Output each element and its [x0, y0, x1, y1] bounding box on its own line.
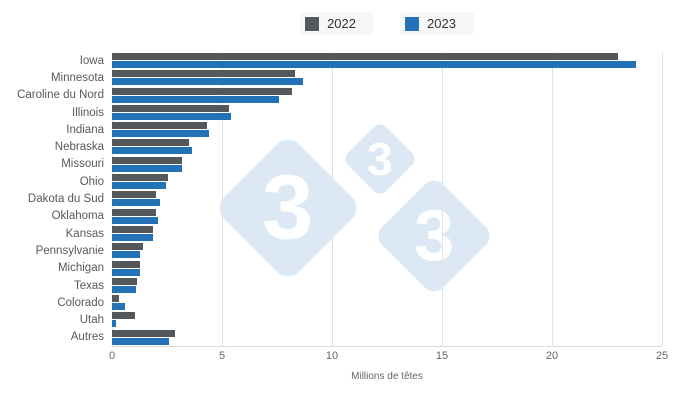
- bar-2023-dakota-du-sud: [112, 199, 161, 207]
- bar-row: [112, 277, 662, 294]
- bar-row: [112, 104, 662, 121]
- x-tick-label: 10: [325, 350, 339, 362]
- bar-2022-caroline-du-nord: [112, 87, 293, 95]
- gridline: [222, 52, 223, 346]
- gridline: [552, 52, 553, 346]
- bar-row: [112, 69, 662, 86]
- category-label: Michigan: [57, 262, 104, 275]
- bar-row: [112, 87, 662, 104]
- category-label: Pennsylvanie: [35, 244, 104, 257]
- bar-2023-indiana: [112, 130, 209, 138]
- bar-2022-dakota-du-sud: [112, 191, 156, 199]
- category-label: Texas: [73, 279, 104, 292]
- x-tick-label: 20: [545, 350, 559, 362]
- bar-2023-oklahoma: [112, 216, 159, 224]
- bar-2022-texas: [112, 277, 138, 285]
- plot-area: [112, 52, 663, 347]
- bar-row: [112, 121, 662, 138]
- bar-2023-colorado: [112, 303, 126, 311]
- category-label: Ohio: [79, 175, 104, 188]
- bar-row: [112, 156, 662, 173]
- bar-row: [112, 208, 662, 225]
- bar-2023-missouri: [112, 164, 183, 172]
- gridline: [112, 52, 113, 346]
- bar-2023-ohio: [112, 182, 166, 190]
- bar-row: [112, 52, 662, 69]
- bar-row: [112, 294, 662, 311]
- gridline: [662, 52, 663, 346]
- bar-2023-illinois: [112, 112, 231, 120]
- bar-row: [112, 138, 662, 155]
- bar-row: [112, 311, 662, 328]
- bar-2022-colorado: [112, 295, 119, 303]
- bar-2023-caroline-du-nord: [112, 95, 280, 103]
- bar-2022-utah: [112, 312, 136, 320]
- category-label: Missouri: [61, 158, 104, 171]
- gridline: [332, 52, 333, 346]
- x-tick-label: 0: [108, 350, 116, 362]
- bar-2022-illinois: [112, 104, 229, 112]
- bar-2022-indiana: [112, 122, 207, 130]
- category-label: Utah: [79, 314, 104, 327]
- bar-2023-kansas: [112, 233, 153, 241]
- bar-row: [112, 260, 662, 277]
- x-tick-label: 15: [435, 350, 449, 362]
- category-label: Minnesota: [50, 71, 104, 84]
- chart-legend: 2022 2023: [112, 12, 662, 35]
- category-axis: Iowa Minnesota Caroline du Nord Illinois Ind…: [0, 52, 104, 346]
- bar-2023-iowa: [112, 61, 636, 68]
- bar-row: [112, 242, 662, 259]
- legend-swatch-2023: [405, 16, 419, 31]
- category-label: Kansas: [65, 227, 104, 240]
- category-label: Indiana: [66, 123, 104, 136]
- legend-label-2023: 2023: [427, 16, 456, 31]
- bar-2022-kansas: [112, 225, 153, 233]
- category-label: Autres: [70, 331, 104, 344]
- bar-2022-missouri: [112, 156, 183, 164]
- category-label: Oklahoma: [51, 210, 104, 223]
- category-label: Dakota du Sud: [27, 193, 104, 206]
- x-tick-label: 25: [655, 350, 669, 362]
- category-label: Caroline du Nord: [17, 89, 104, 102]
- category-label: Nebraska: [54, 141, 104, 154]
- gridline: [442, 52, 443, 346]
- category-label: Iowa: [79, 54, 104, 67]
- bar-rows: [112, 52, 662, 346]
- bar-row: [112, 225, 662, 242]
- x-axis-ticks: 0 5 10 15 20 25: [0, 350, 700, 364]
- bar-2022-nebraska: [112, 139, 189, 147]
- category-label: Colorado: [57, 296, 104, 309]
- bar-2022-minnesota: [112, 70, 295, 78]
- bar-2023-michigan: [112, 268, 140, 276]
- bar-2023-minnesota: [112, 78, 304, 86]
- bar-2022-pennsylvanie: [112, 243, 143, 251]
- category-label: Illinois: [72, 106, 104, 119]
- legend-item-2023[interactable]: 2023: [400, 12, 474, 35]
- bar-2022-oklahoma: [112, 208, 156, 216]
- legend-item-2022[interactable]: 2022: [300, 12, 374, 35]
- bar-2023-texas: [112, 285, 137, 293]
- x-tick-label: 5: [218, 350, 226, 362]
- bar-row: [112, 173, 662, 190]
- bar-2023-autres: [112, 337, 170, 345]
- legend-label-2022: 2022: [327, 16, 356, 31]
- bar-2023-nebraska: [112, 147, 193, 155]
- bar-2023-pennsylvanie: [112, 251, 140, 259]
- bar-row: [112, 329, 662, 346]
- x-axis-title: Millions de têtes: [351, 371, 423, 382]
- legend-swatch-2022: [305, 16, 320, 31]
- bar-2022-autres: [112, 329, 175, 337]
- bar-2023-utah: [112, 320, 117, 328]
- bar-row: [112, 190, 662, 207]
- bar-2022-michigan: [112, 260, 140, 268]
- bar-2022-ohio: [112, 174, 169, 182]
- bar-2022-iowa: [112, 53, 618, 60]
